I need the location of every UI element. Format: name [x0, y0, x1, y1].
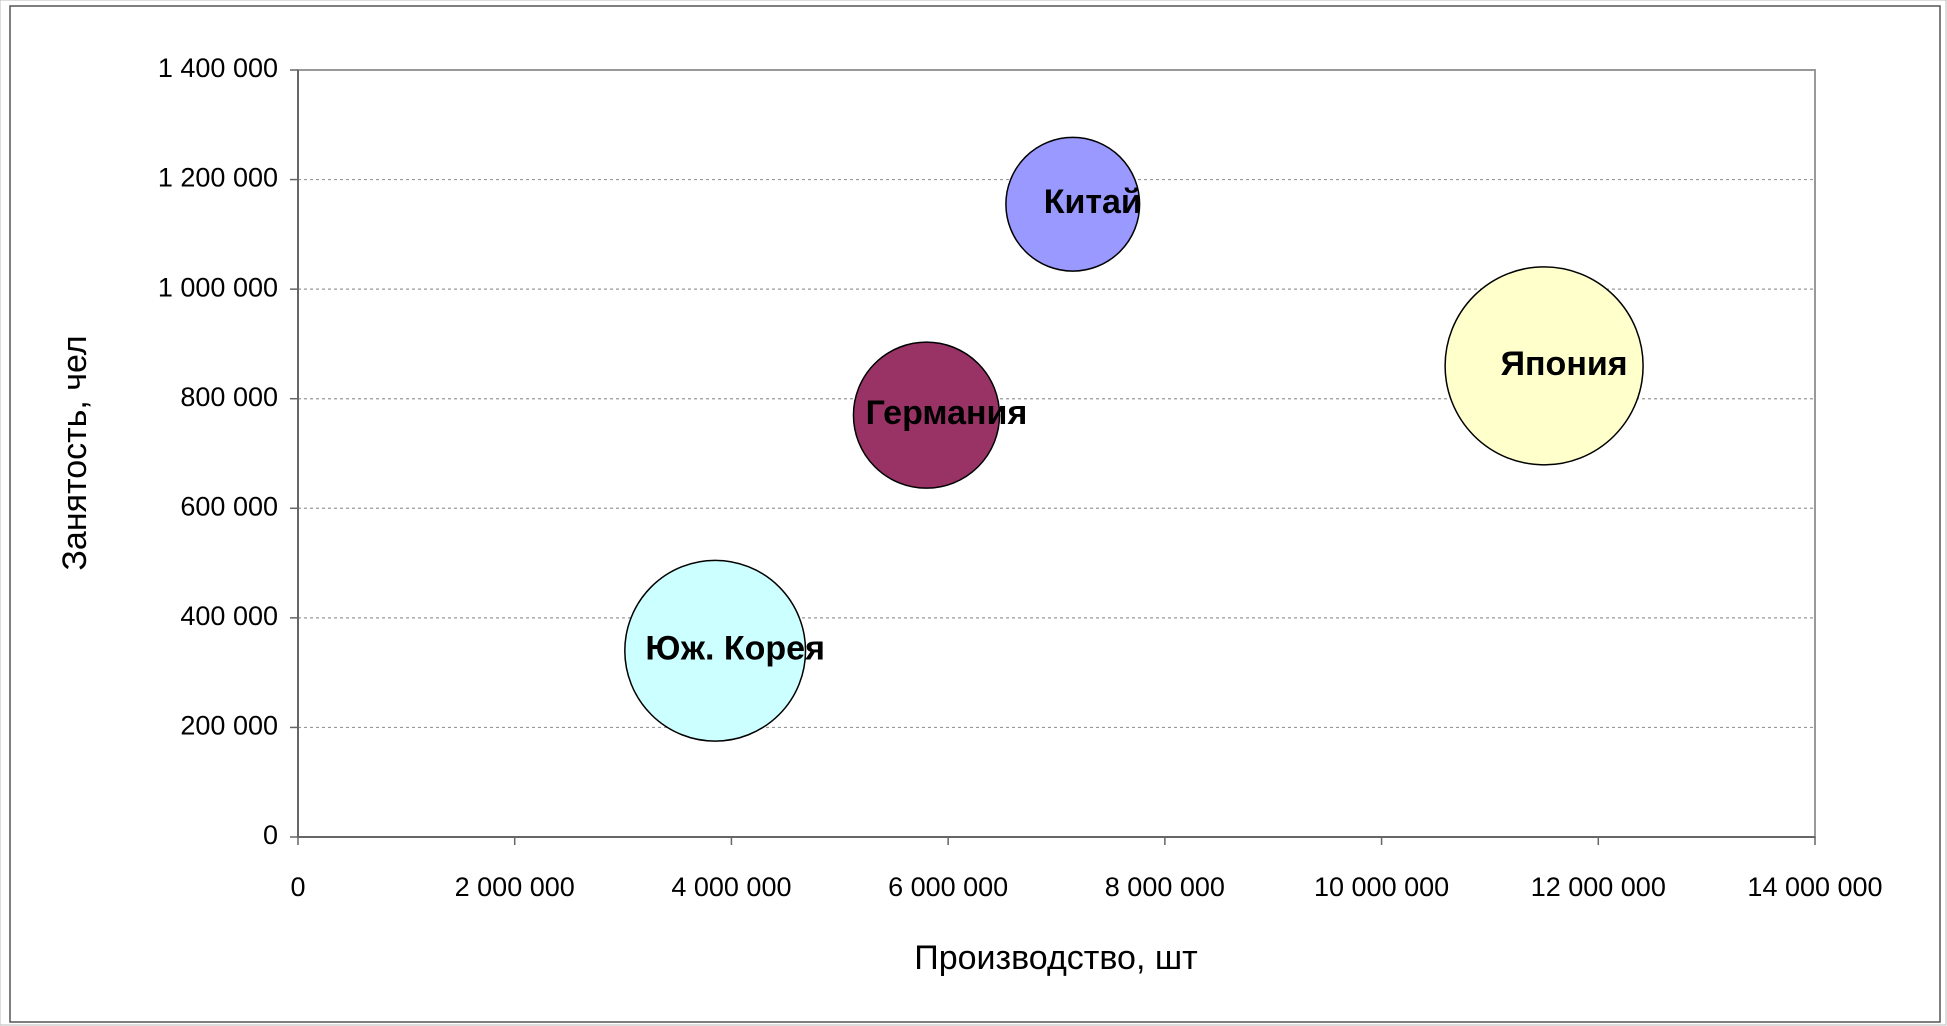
bubble-label: Китай: [1044, 183, 1142, 221]
y-tick-label: 1 000 000: [158, 272, 278, 302]
x-tick-label: 8 000 000: [1105, 872, 1225, 902]
bubble-label: Юж. Корея: [645, 630, 825, 668]
x-axis-title: Производство, шт: [914, 939, 1197, 977]
x-tick-label: 10 000 000: [1314, 872, 1449, 902]
x-tick-label: 0: [290, 872, 305, 902]
bubble: [624, 559, 807, 742]
bubble: [1444, 266, 1644, 466]
bubble: [852, 341, 1001, 489]
y-tick-label: 200 000: [180, 711, 278, 741]
y-tick-label: 0: [263, 820, 278, 850]
x-tick-label: 14 000 000: [1747, 872, 1882, 902]
y-tick-label: 800 000: [180, 382, 278, 412]
y-tick-label: 1 200 000: [158, 163, 278, 193]
bubble-label: Япония: [1501, 345, 1628, 383]
y-tick-label: 600 000: [180, 491, 278, 521]
x-tick-label: 2 000 000: [455, 872, 575, 902]
y-axis-title: Занятость, чел: [56, 335, 94, 570]
y-tick-label: 1 400 000: [158, 53, 278, 83]
x-tick-label: 6 000 000: [888, 872, 1008, 902]
x-tick-label: 12 000 000: [1531, 872, 1666, 902]
bubble-label: Германия: [866, 394, 1028, 432]
bubble: [1005, 136, 1141, 272]
x-tick-label: 4 000 000: [671, 872, 791, 902]
y-tick-label: 400 000: [180, 601, 278, 631]
